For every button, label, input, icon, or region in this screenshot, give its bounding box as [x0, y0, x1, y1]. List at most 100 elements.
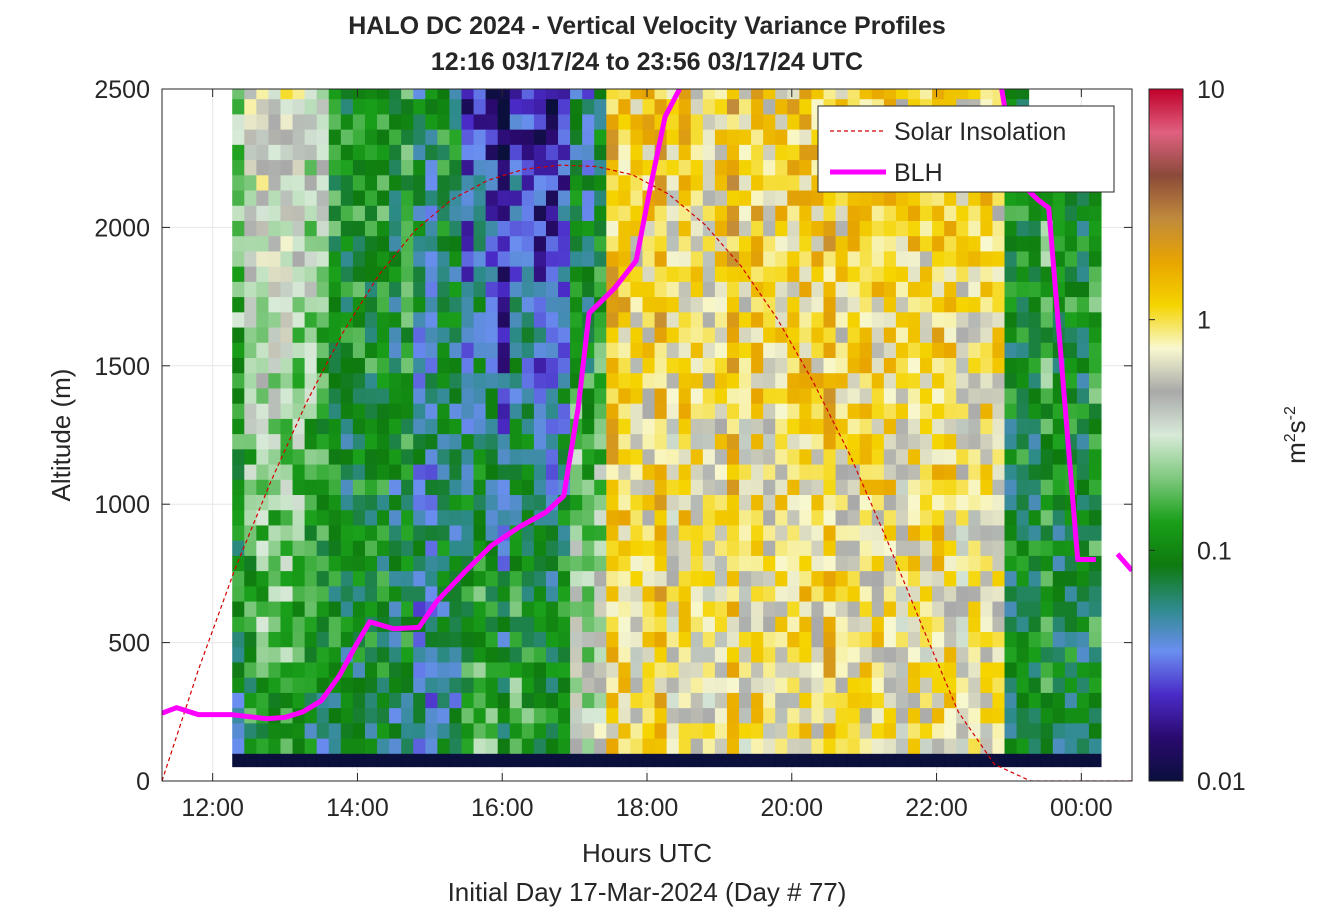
heatmap-cell [558, 616, 571, 633]
heatmap-cell [835, 631, 849, 648]
heatmap-cell [389, 661, 402, 678]
heatmap-cell [377, 692, 390, 709]
heatmap-cell [1052, 601, 1066, 617]
heatmap-cell [739, 433, 752, 450]
heatmap-cell [340, 89, 354, 100]
heatmap-cell [1076, 327, 1090, 343]
heatmap-cell [1028, 524, 1042, 541]
heatmap-base-cell [666, 753, 680, 768]
heatmap-cell [968, 585, 981, 602]
heatmap-cell [545, 692, 559, 709]
heatmap-cell [377, 357, 390, 374]
heatmap-cell [461, 524, 475, 541]
heatmap-cell [509, 738, 523, 754]
heatmap-cell [702, 327, 716, 343]
heatmap-cell [244, 89, 257, 100]
heatmap-cell [533, 738, 547, 754]
heatmap-cell [1016, 509, 1030, 526]
heatmap-base-cell [678, 753, 692, 768]
heatmap-cell [787, 311, 800, 328]
heatmap-cell [521, 661, 535, 678]
heatmap-cell [1028, 570, 1042, 587]
heatmap-cell [932, 616, 945, 633]
heatmap-cell [618, 418, 631, 435]
heatmap-cell [352, 250, 366, 267]
heatmap-cell [352, 555, 366, 572]
heatmap-cell [1004, 296, 1018, 313]
heatmap-cell [871, 707, 885, 724]
heatmap-cell [1052, 692, 1066, 709]
heatmap-cell [654, 464, 668, 480]
heatmap-cell [895, 327, 909, 343]
heatmap-cell [1040, 448, 1054, 465]
heatmap-cell [907, 601, 921, 617]
heatmap-cell [920, 387, 933, 404]
heatmap-cell [497, 448, 511, 465]
heatmap-cell [847, 372, 861, 389]
heatmap-cell [992, 677, 1006, 693]
heatmap-cell [485, 479, 499, 496]
heatmap-cell [666, 570, 680, 587]
heatmap-cell [678, 327, 692, 343]
heatmap-cell [304, 98, 318, 115]
heatmap-cell [364, 418, 378, 435]
heatmap-cell [859, 722, 873, 739]
heatmap-cell [1004, 266, 1018, 282]
heatmap-cell [932, 89, 945, 100]
heatmap-cell [570, 129, 583, 145]
heatmap-cell [594, 722, 607, 739]
heatmap-cell [618, 494, 631, 511]
heatmap-cell [823, 220, 837, 237]
heatmap-cell [364, 266, 378, 282]
heatmap-cell [256, 692, 269, 709]
heatmap-cell [944, 342, 957, 358]
heatmap-cell [606, 631, 619, 648]
heatmap-cell [292, 448, 306, 465]
heatmap-cell [726, 387, 740, 404]
heatmap-cell [292, 418, 306, 435]
heatmap-cell [1052, 540, 1066, 556]
chart-subtitle: 12:16 03/17/24 to 23:56 03/17/24 UTC [431, 48, 863, 76]
heatmap-cell [389, 601, 402, 617]
heatmap-cell [690, 281, 704, 298]
heatmap-cell [811, 327, 825, 343]
heatmap-cell [497, 235, 511, 252]
heatmap-cell [799, 89, 812, 100]
heatmap-cell [594, 205, 607, 221]
heatmap-cell [413, 113, 426, 130]
heatmap-cell [775, 707, 788, 724]
heatmap-cell [606, 89, 619, 100]
heatmap-cell [485, 327, 499, 343]
heatmap-cell [521, 250, 535, 267]
heatmap-cell [1076, 677, 1090, 693]
heatmap-cell [389, 692, 402, 709]
heatmap-cell [1016, 387, 1030, 404]
heatmap-cell [461, 722, 475, 739]
heatmap-cell [533, 570, 547, 587]
heatmap-cell [570, 722, 583, 739]
heatmap-cell [1040, 722, 1054, 739]
heatmap-cell [751, 190, 764, 206]
heatmap-cell [558, 555, 571, 572]
heatmap-cell [425, 524, 438, 541]
heatmap-cell [340, 190, 354, 206]
heatmap-cell [570, 494, 583, 511]
heatmap-cell [859, 311, 873, 328]
heatmap-cell [992, 418, 1006, 435]
heatmap-cell [280, 190, 294, 206]
heatmap-cell [473, 570, 487, 587]
heatmap-cell [1040, 616, 1054, 633]
heatmap-cell [726, 479, 740, 496]
heatmap-cell [401, 464, 414, 480]
heatmap-cell [268, 113, 281, 130]
heatmap-cell [883, 494, 897, 511]
heatmap-cell [413, 540, 426, 556]
heatmap-cell [702, 220, 716, 237]
heatmap-cell [533, 707, 547, 724]
heatmap-cell [787, 494, 800, 511]
heatmap-cell [509, 570, 523, 587]
heatmap-cell [618, 403, 631, 419]
heatmap-cell [823, 418, 837, 435]
heatmap-cell [437, 235, 450, 252]
